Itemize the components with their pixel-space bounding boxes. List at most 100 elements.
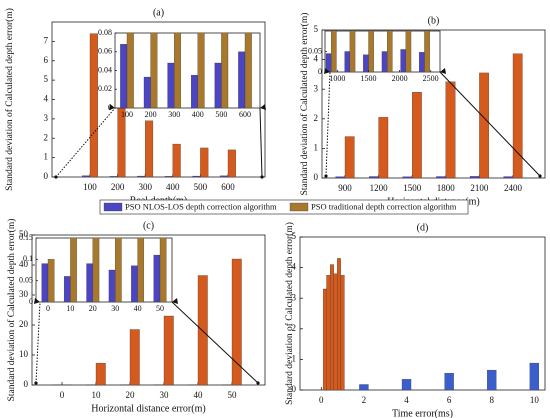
bar [335,176,346,179]
x-tick-label: 6 [447,395,452,405]
inset-bar [143,76,151,108]
bar [401,379,412,391]
bar [412,92,422,179]
bar [231,258,242,386]
y-axis-label: Standard deviation of Calculated depth e… [4,8,15,191]
y-tick-label: 4 [292,262,297,272]
inset-x-tick-label: 500 [215,110,227,119]
y-axis-label: Standard deviation of Calculated depth e… [299,13,310,196]
x-tick-label: 4 [404,395,409,405]
x-tick-label: 100 [83,182,97,192]
inset-x-tick-label: 100 [121,110,133,119]
inset-x-tick-label: 2000 [392,74,408,83]
x-tick-label: 500 [194,182,208,192]
inset-bars [41,238,167,302]
zoom-dot [260,175,264,179]
bar [529,362,539,391]
y-tick-label: 6 [44,55,49,65]
arrow-head [34,298,40,304]
x-tick-label: 8 [489,395,494,405]
arrow-head [440,68,446,74]
zoom-arrow [259,107,263,178]
bar [487,369,497,391]
inset-x-tick-label: 30 [111,304,119,313]
arrow-head [172,298,178,304]
y-tick-label: 1 [292,353,297,363]
legend-swatch [289,202,309,212]
inset-x-tick-label: 300 [168,110,180,119]
x-tick-label: 2 [362,395,367,405]
bar [330,264,334,391]
x-tick-label: 1500 [403,183,422,193]
inset-y-tick-label: 0.08 [98,28,112,37]
bar [503,176,514,179]
plot-area [321,29,546,179]
x-tick-label: 20 [126,390,136,400]
inset-x-tick-label: 2500 [423,74,439,83]
arrow-head [109,104,115,110]
x-tick-label: 1800 [437,183,456,193]
x-axis-label: Time error(ms) [392,408,453,418]
zoom-dot [54,175,58,179]
plot-area [31,234,266,386]
panel-title: (a) [153,7,164,18]
legend: PSO NLOS-LOS depth correction algorithm P… [99,199,469,215]
y-tick-label: 10 [19,349,29,359]
bar [340,275,345,391]
inset-y-tick-label: 0.1 [23,254,33,263]
bar [469,176,480,179]
y-tick-label: 1 [44,152,49,162]
panel-title: (c) [143,220,154,231]
inset-bar [424,31,430,72]
y-tick-label: 3 [292,292,297,302]
y-tick-label: 0 [44,171,49,181]
legend-swatch [103,202,123,212]
inset-x-tick-label: 400 [192,110,204,119]
inset-x-tick-label: 600 [239,110,251,119]
y-axis-label: Standard deviation of Calculated depth e… [284,222,295,405]
inset-bar [174,33,181,108]
y-tick-label: 50 [19,229,29,239]
y-tick-label: 5 [292,231,297,241]
inset-bar [344,51,351,72]
inset-bar [137,238,145,302]
x-tick-label: 10 [92,390,102,400]
inset-bar [381,51,388,72]
inset-x-tick-label: 10 [66,304,74,313]
y-tick-label: 40 [19,259,29,269]
x-tick-label: 2100 [470,183,489,193]
bar [322,288,327,391]
y-tick-label: 1 [314,142,319,152]
legend-label: PSO NLOS-LOS depth correction algorithm [125,201,277,211]
inset-bar [167,62,175,108]
bar [337,258,341,391]
bar [82,175,91,178]
inset-y-tick-label: 0.05 [308,46,322,55]
inset-bar [120,44,128,108]
x-tick-label: 1200 [370,183,389,193]
x-tick-label: 900 [338,183,352,193]
bar [479,72,489,179]
panel-title: (b) [428,15,440,26]
x-tick-label: 0 [319,395,324,405]
inset-bar [108,269,116,302]
inset-bar [115,238,122,302]
inset-bar [331,31,337,72]
inset-bar [368,31,374,72]
arrow-head [324,68,330,74]
x-tick-label: 600 [221,182,235,192]
bar [192,175,201,178]
bar [129,329,140,386]
bar [227,149,236,178]
inset-area [35,237,173,303]
inset-bar [419,52,425,72]
bar [145,120,154,178]
zoom-dot [538,174,542,178]
bar [445,81,456,179]
legend-box [99,199,469,215]
inset-bar [238,51,246,108]
bar [344,136,355,179]
inset-x-tick-label: 1500 [361,74,377,83]
y-tick-label: 0 [292,384,297,394]
